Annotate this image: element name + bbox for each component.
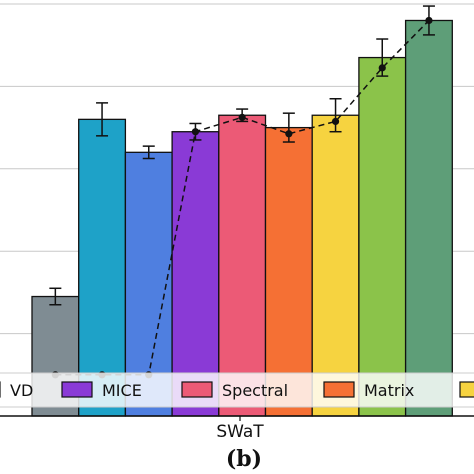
bars — [31, 19, 453, 417]
bar — [311, 114, 360, 417]
bar — [404, 19, 453, 417]
legend-swatch — [181, 381, 213, 398]
trend-point — [331, 117, 340, 126]
legend-entry: Matrix — [323, 381, 414, 400]
trend-point — [378, 64, 386, 72]
legend-entry: VD — [0, 381, 33, 400]
legend-label: Spectral — [222, 381, 288, 400]
legend-box — [0, 372, 474, 408]
error-bar — [96, 102, 109, 137]
legend-entry: MICE — [61, 381, 142, 400]
legend-entry — [459, 381, 474, 398]
trend-point — [238, 113, 246, 121]
legend-swatch — [61, 381, 93, 398]
error-bar — [142, 145, 155, 160]
legend: VD MICE Spectral Matrix — [0, 372, 474, 408]
error-bars — [49, 5, 435, 306]
legend-swatch — [323, 381, 355, 398]
bar — [218, 114, 267, 417]
trend-point — [425, 16, 433, 25]
legend-label: VD — [10, 381, 33, 400]
trend-point — [285, 130, 293, 138]
error-bar — [49, 287, 62, 306]
x-tick-label: SWaT — [216, 422, 264, 442]
legend-label: Matrix — [364, 381, 414, 400]
axes — [0, 415, 474, 421]
error-bar — [329, 98, 342, 133]
panel-label: (b) — [226, 446, 262, 472]
trend-point — [191, 128, 200, 136]
legend-label: MICE — [102, 381, 142, 400]
legend-swatch — [459, 381, 474, 398]
legend-entry: Spectral — [181, 381, 288, 400]
bar — [358, 56, 407, 417]
